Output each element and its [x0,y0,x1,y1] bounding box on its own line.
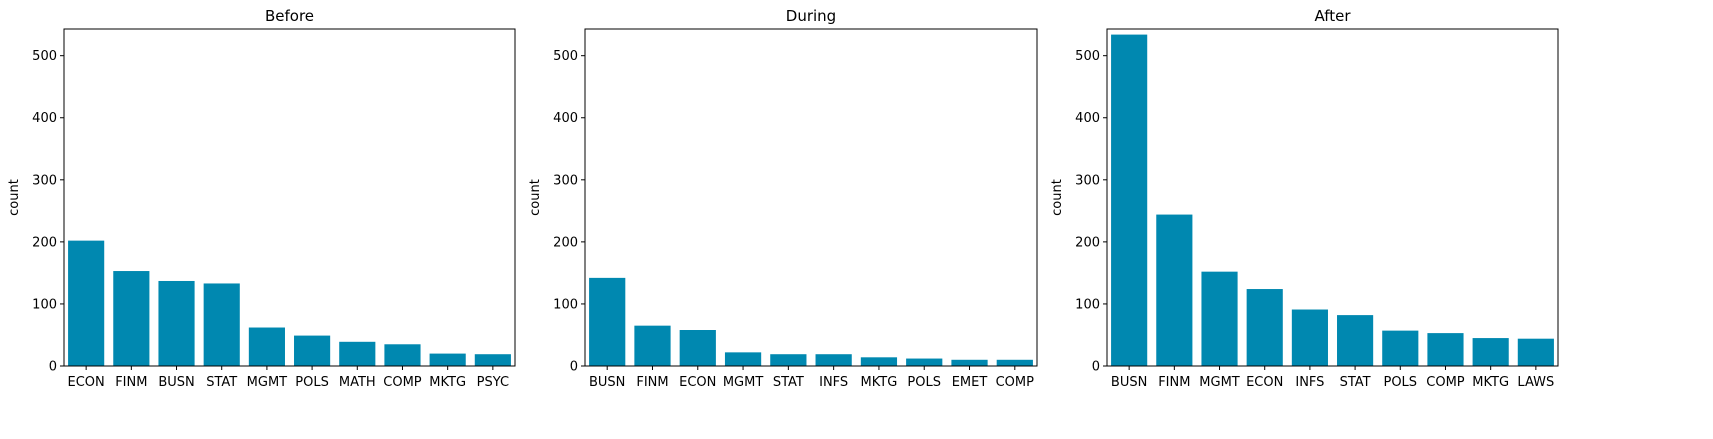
x-tick-label-finm: FINM [1158,375,1190,390]
bar-mktg [1472,338,1509,366]
bar-pols [1382,330,1419,366]
bar-econ [679,330,716,366]
x-tick-label-mgmt: MGMT [247,375,288,390]
x-tick-label-comp: COMP [383,375,422,390]
bar-stat [770,354,807,366]
y-tick-label: 400 [1075,111,1100,126]
bar-infs [1291,309,1328,366]
y-tick-label: 200 [553,235,578,250]
bar-emet [951,359,988,366]
x-tick-label-mktg: MKTG [1472,375,1509,390]
x-tick-label-econ: ECON [68,375,105,390]
y-tick-label: 400 [32,111,57,126]
bar-pols [906,358,943,366]
y-tick-label: 300 [553,173,578,188]
bar-psyc [474,354,511,366]
bar-mktg [860,357,898,366]
x-tick-label-pols: POLS [1383,375,1417,390]
y-tick-label: 0 [570,360,578,375]
y-tick-label: 200 [1075,235,1100,250]
bar-finm [634,325,671,366]
y-tick-label: 500 [553,49,578,64]
x-tick-label-infs: INFS [819,375,848,390]
y-tick-label: 500 [1075,49,1100,64]
x-tick-label-busn: BUSN [158,375,194,390]
x-tick-label-pols: POLS [907,375,941,390]
bar-busn [589,277,626,366]
y-tick-label: 100 [553,297,578,312]
bar-econ [68,240,105,366]
x-tick-label-psyc: PSYC [477,375,509,390]
bar-econ [1246,289,1283,366]
bar-stat [203,283,240,366]
y-tick-label: 0 [49,360,57,375]
y-tick-label: 0 [1092,360,1100,375]
y-tick-label: 500 [32,49,57,64]
x-tick-label-econ: ECON [679,375,716,390]
chart-title: After [1314,7,1351,25]
axes-frame [584,28,1038,367]
bar-busn [1111,34,1148,367]
bar-mgmt [1201,271,1238,366]
x-tick-label-finm: FINM [636,375,668,390]
y-tick-label: 300 [1075,173,1100,188]
bar-infs [815,354,852,366]
chart-panel-before: 0 100 200 300 400 500 ECON FINM BUSN STAT MGMT POLS… [7,7,516,390]
y-tick-label: 400 [553,111,578,126]
x-tick-label-mgmt: MGMT [723,375,764,390]
x-tick-label-math: MATH [339,375,376,390]
axes-frame [1106,28,1559,367]
x-tick-label-comp: COMP [1426,375,1465,390]
x-tick-label-pols: POLS [295,375,329,390]
x-tick-label-infs: INFS [1295,375,1324,390]
y-tick-label: 200 [32,235,57,250]
bar-mgmt [724,352,762,366]
chart-title: Before [265,7,314,25]
x-tick-label-mktg: MKTG [429,375,466,390]
chart-panel-after: 0 100 200 300 400 500 BUSN FINM MGMT ECON INFS STAT… [1050,7,1559,390]
bar-laws [1517,338,1554,366]
bar-finm [113,271,150,366]
y-tick-label: 100 [32,297,57,312]
y-axis-label: count [528,179,543,216]
x-tick-label-econ: ECON [1246,375,1283,390]
x-tick-label-busn: BUSN [1111,375,1147,390]
chart-title: During [786,7,836,25]
x-tick-label-comp: COMP [996,375,1035,390]
bar-comp [1427,333,1464,366]
x-tick-label-finm: FINM [115,375,147,390]
bar-comp [384,344,421,366]
chart-panel-during: 0 100 200 300 400 500 BUSN FINM ECON MGMT STAT INFS… [528,7,1038,390]
x-tick-label-stat: STAT [773,375,804,390]
bar-busn [158,280,195,366]
bar-comp [996,359,1033,366]
bar-math [339,341,376,366]
axes-frame [63,28,516,367]
y-axis-label: count [7,179,22,216]
bar-stat [1337,315,1374,366]
x-tick-label-mktg: MKTG [861,375,898,390]
bar-finm [1156,214,1193,366]
bar-mgmt [248,327,285,366]
x-tick-label-stat: STAT [206,375,237,390]
bar-mktg [429,353,466,366]
y-axis-label: count [1050,179,1065,216]
y-tick-label: 100 [1075,297,1100,312]
bar-pols [294,335,331,366]
x-tick-label-stat: STAT [1340,375,1371,390]
x-tick-label-laws: LAWS [1517,375,1554,390]
y-tick-label: 300 [32,173,57,188]
x-tick-label-mgmt: MGMT [1199,375,1240,390]
x-tick-label-emet: EMET [952,375,988,390]
x-tick-label-busn: BUSN [589,375,625,390]
